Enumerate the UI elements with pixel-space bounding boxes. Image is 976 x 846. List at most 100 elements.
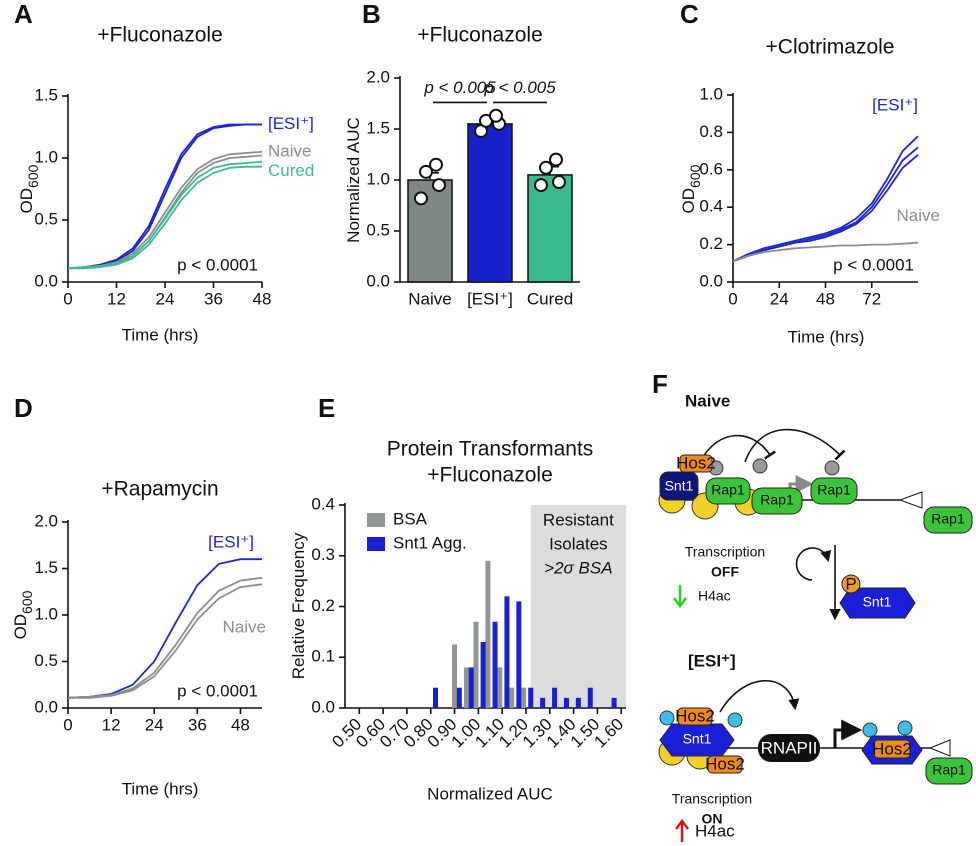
- rap1: [810, 477, 858, 505]
- x-tick-label: 24: [145, 715, 164, 734]
- up-arrow: [675, 818, 689, 842]
- bar: [463, 667, 469, 708]
- bar: [552, 687, 558, 708]
- point: [549, 152, 563, 167]
- point: [419, 164, 433, 179]
- label: Hos2: [872, 739, 912, 758]
- x-tick-label: 48: [253, 289, 272, 308]
- label: Hos2: [676, 453, 716, 472]
- annotation: p < 0.005: [423, 78, 496, 97]
- bar: [497, 667, 503, 708]
- label: RNAPII: [761, 738, 818, 757]
- mark: H4ac: [695, 821, 735, 840]
- state: ON: [702, 811, 723, 827]
- line: [732, 241, 919, 263]
- y-axis-label-text: Relative Frequency: [289, 532, 308, 679]
- rap1: [751, 487, 803, 515]
- panel-letter: E: [318, 393, 335, 423]
- x-axis-label: Time (hrs): [122, 325, 199, 344]
- series-label: Naive: [223, 617, 266, 636]
- y-tick-label: 0.2: [311, 596, 335, 615]
- x-tick-label: 12: [107, 289, 126, 308]
- y-tick-label: 1.5: [366, 118, 390, 137]
- y-tick-label: 0.0: [699, 271, 723, 290]
- y-tick-label: 2.0: [34, 511, 58, 530]
- x-tick-label: 48: [231, 715, 250, 734]
- x-tick-label: 48: [816, 289, 835, 308]
- annotation: p < 0.0001: [177, 681, 258, 700]
- acetyl: [659, 710, 675, 726]
- annotation: p < 0.005: [483, 78, 556, 97]
- line: [732, 135, 919, 263]
- point: [432, 178, 446, 193]
- shade-label: Isolates: [549, 534, 608, 553]
- bar: [563, 697, 569, 708]
- shade-label: >2σ BSA: [544, 558, 612, 577]
- y-tick-label: 0.2: [699, 234, 723, 253]
- label: Snt1: [665, 478, 694, 494]
- y-axis-label-text: OD: [17, 188, 36, 214]
- point: [414, 191, 428, 206]
- rap1: [705, 477, 751, 505]
- y-tick-label: 1.0: [34, 147, 58, 166]
- y-tick-label: 1.5: [34, 85, 58, 104]
- bar: [521, 687, 527, 708]
- y-tick-label: 1.0: [366, 169, 390, 188]
- y-axis-label: OD600: [11, 590, 34, 639]
- bar: [485, 560, 491, 708]
- x-axis-label: Normalized AUC: [427, 784, 553, 803]
- line: [732, 154, 919, 263]
- chart-title: +Fluconazole: [97, 24, 223, 47]
- line: [67, 160, 263, 270]
- series-label: [ESI⁺]: [872, 96, 918, 115]
- arrow: [719, 679, 800, 713]
- bar: [504, 596, 510, 708]
- chart-title: +Clotrimazole: [766, 36, 895, 59]
- promoter: [833, 719, 863, 748]
- panel-letter: A: [14, 0, 33, 29]
- hos2: [677, 707, 713, 726]
- x-tick-label: Naive: [408, 289, 451, 308]
- snt1: [659, 471, 699, 501]
- series-label: Naive: [897, 206, 940, 225]
- line: [68, 165, 262, 270]
- bar: [575, 697, 581, 708]
- bar: [407, 179, 453, 283]
- y-axis-label-sub: 600: [687, 164, 703, 188]
- label: Rap1: [760, 492, 794, 508]
- x-tick-label: Cured: [527, 289, 573, 308]
- point: [539, 160, 553, 175]
- label: Hos2: [705, 754, 745, 773]
- y-tick-label: 1.5: [34, 558, 58, 577]
- y-tick-label: 0.0: [34, 271, 58, 290]
- arrow: [744, 428, 846, 463]
- y-tick-label: 0.5: [34, 209, 58, 228]
- site: [928, 739, 951, 757]
- y-tick-label: 2.0: [366, 67, 390, 86]
- x-tick-label: [ESI⁺]: [467, 289, 513, 308]
- point: [489, 108, 503, 123]
- bar: [468, 667, 474, 708]
- label: Hos2: [675, 706, 715, 725]
- hos2: [873, 739, 911, 759]
- line: [67, 576, 263, 699]
- bar: [587, 687, 593, 708]
- bar: [432, 687, 438, 708]
- x-tick-label: 0: [63, 715, 72, 734]
- chart-title: +Rapamycin: [101, 478, 218, 501]
- esi-title: [ESI⁺]: [688, 651, 736, 670]
- x-tick-label: 36: [204, 289, 223, 308]
- y-tick-label: 0.3: [311, 545, 335, 564]
- bar: [540, 697, 546, 708]
- y-tick-label: 0.5: [34, 651, 58, 670]
- x-tick-label: 0: [728, 289, 737, 308]
- hos2: [679, 454, 713, 473]
- snt1: [839, 587, 916, 619]
- y-tick-label: 0.6: [699, 159, 723, 178]
- y-tick-label: 0.4: [699, 197, 723, 216]
- y-tick-label: 0.5: [366, 220, 390, 239]
- bar: [527, 174, 573, 283]
- bar: [473, 621, 479, 708]
- bar: [528, 687, 534, 708]
- x-tick-label: 12: [102, 715, 121, 734]
